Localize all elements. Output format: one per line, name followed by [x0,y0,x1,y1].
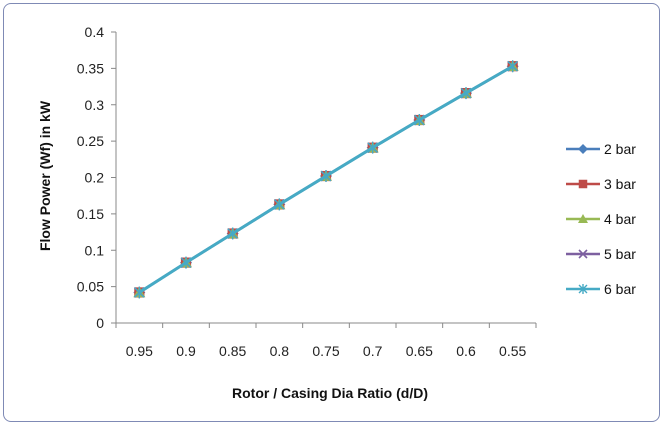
y-axis-ticks: 0 0.05 0.1 0.15 0.2 0.25 0.3 0.35 0.4 [77,24,116,331]
y-axis-title: Flow Power (Wf) in kW [37,100,53,251]
legend-item: 2 bar [566,141,636,157]
x-tick-label: 0.65 [406,343,433,359]
series-6-bar [134,60,518,299]
legend-label: 3 bar [604,176,636,192]
data-point [180,256,192,269]
data-point [134,286,145,299]
y-tick-label: 0 [96,315,104,331]
data-point [460,87,472,100]
data-point [507,60,518,73]
legend-marker [578,214,588,223]
x-axis-ticks: 0.95 0.9 0.85 0.8 0.75 0.7 0.65 0.6 0.55 [115,323,537,359]
data-point [414,114,425,127]
y-tick-label: 0.05 [77,279,104,295]
series-layer [133,60,519,299]
x-tick-label: 0.75 [312,343,339,359]
data-point [367,141,378,154]
x-tick-label: 0.6 [456,343,476,359]
data-point [320,170,332,183]
legend-marker [578,249,588,259]
legend-item: 5 bar [566,246,636,262]
y-tick-label: 0.4 [85,24,105,40]
legend: 2 bar 3 bar 4 bar 5 bar 6 bar [566,141,636,297]
legend-marker [578,144,588,154]
x-tick-label: 0.55 [499,343,526,359]
y-tick-label: 0.25 [77,133,104,149]
legend-label: 2 bar [604,141,636,157]
x-axis-title: Rotor / Casing Dia Ratio (d/D) [232,385,428,401]
y-tick-label: 0.15 [77,206,104,222]
x-tick-label: 0.95 [126,343,153,359]
x-tick-label: 0.85 [219,343,246,359]
x-tick-label: 0.9 [176,343,196,359]
legend-label: 4 bar [604,211,636,227]
legend-label: 6 bar [604,281,636,297]
legend-item: 6 bar [566,281,636,297]
legend-item: 4 bar [566,211,636,227]
legend-item: 3 bar [566,176,636,192]
y-tick-label: 0.3 [85,97,105,113]
y-tick-label: 0.2 [85,170,105,186]
data-point [227,227,238,240]
data-point [274,198,285,211]
legend-marker [578,284,588,294]
y-tick-label: 0.35 [77,60,104,76]
x-tick-label: 0.8 [270,343,290,359]
legend-label: 5 bar [604,246,636,262]
legend-marker [578,179,588,189]
x-tick-label: 0.7 [363,343,383,359]
chart-frame [3,3,660,422]
y-tick-label: 0.1 [85,242,105,258]
